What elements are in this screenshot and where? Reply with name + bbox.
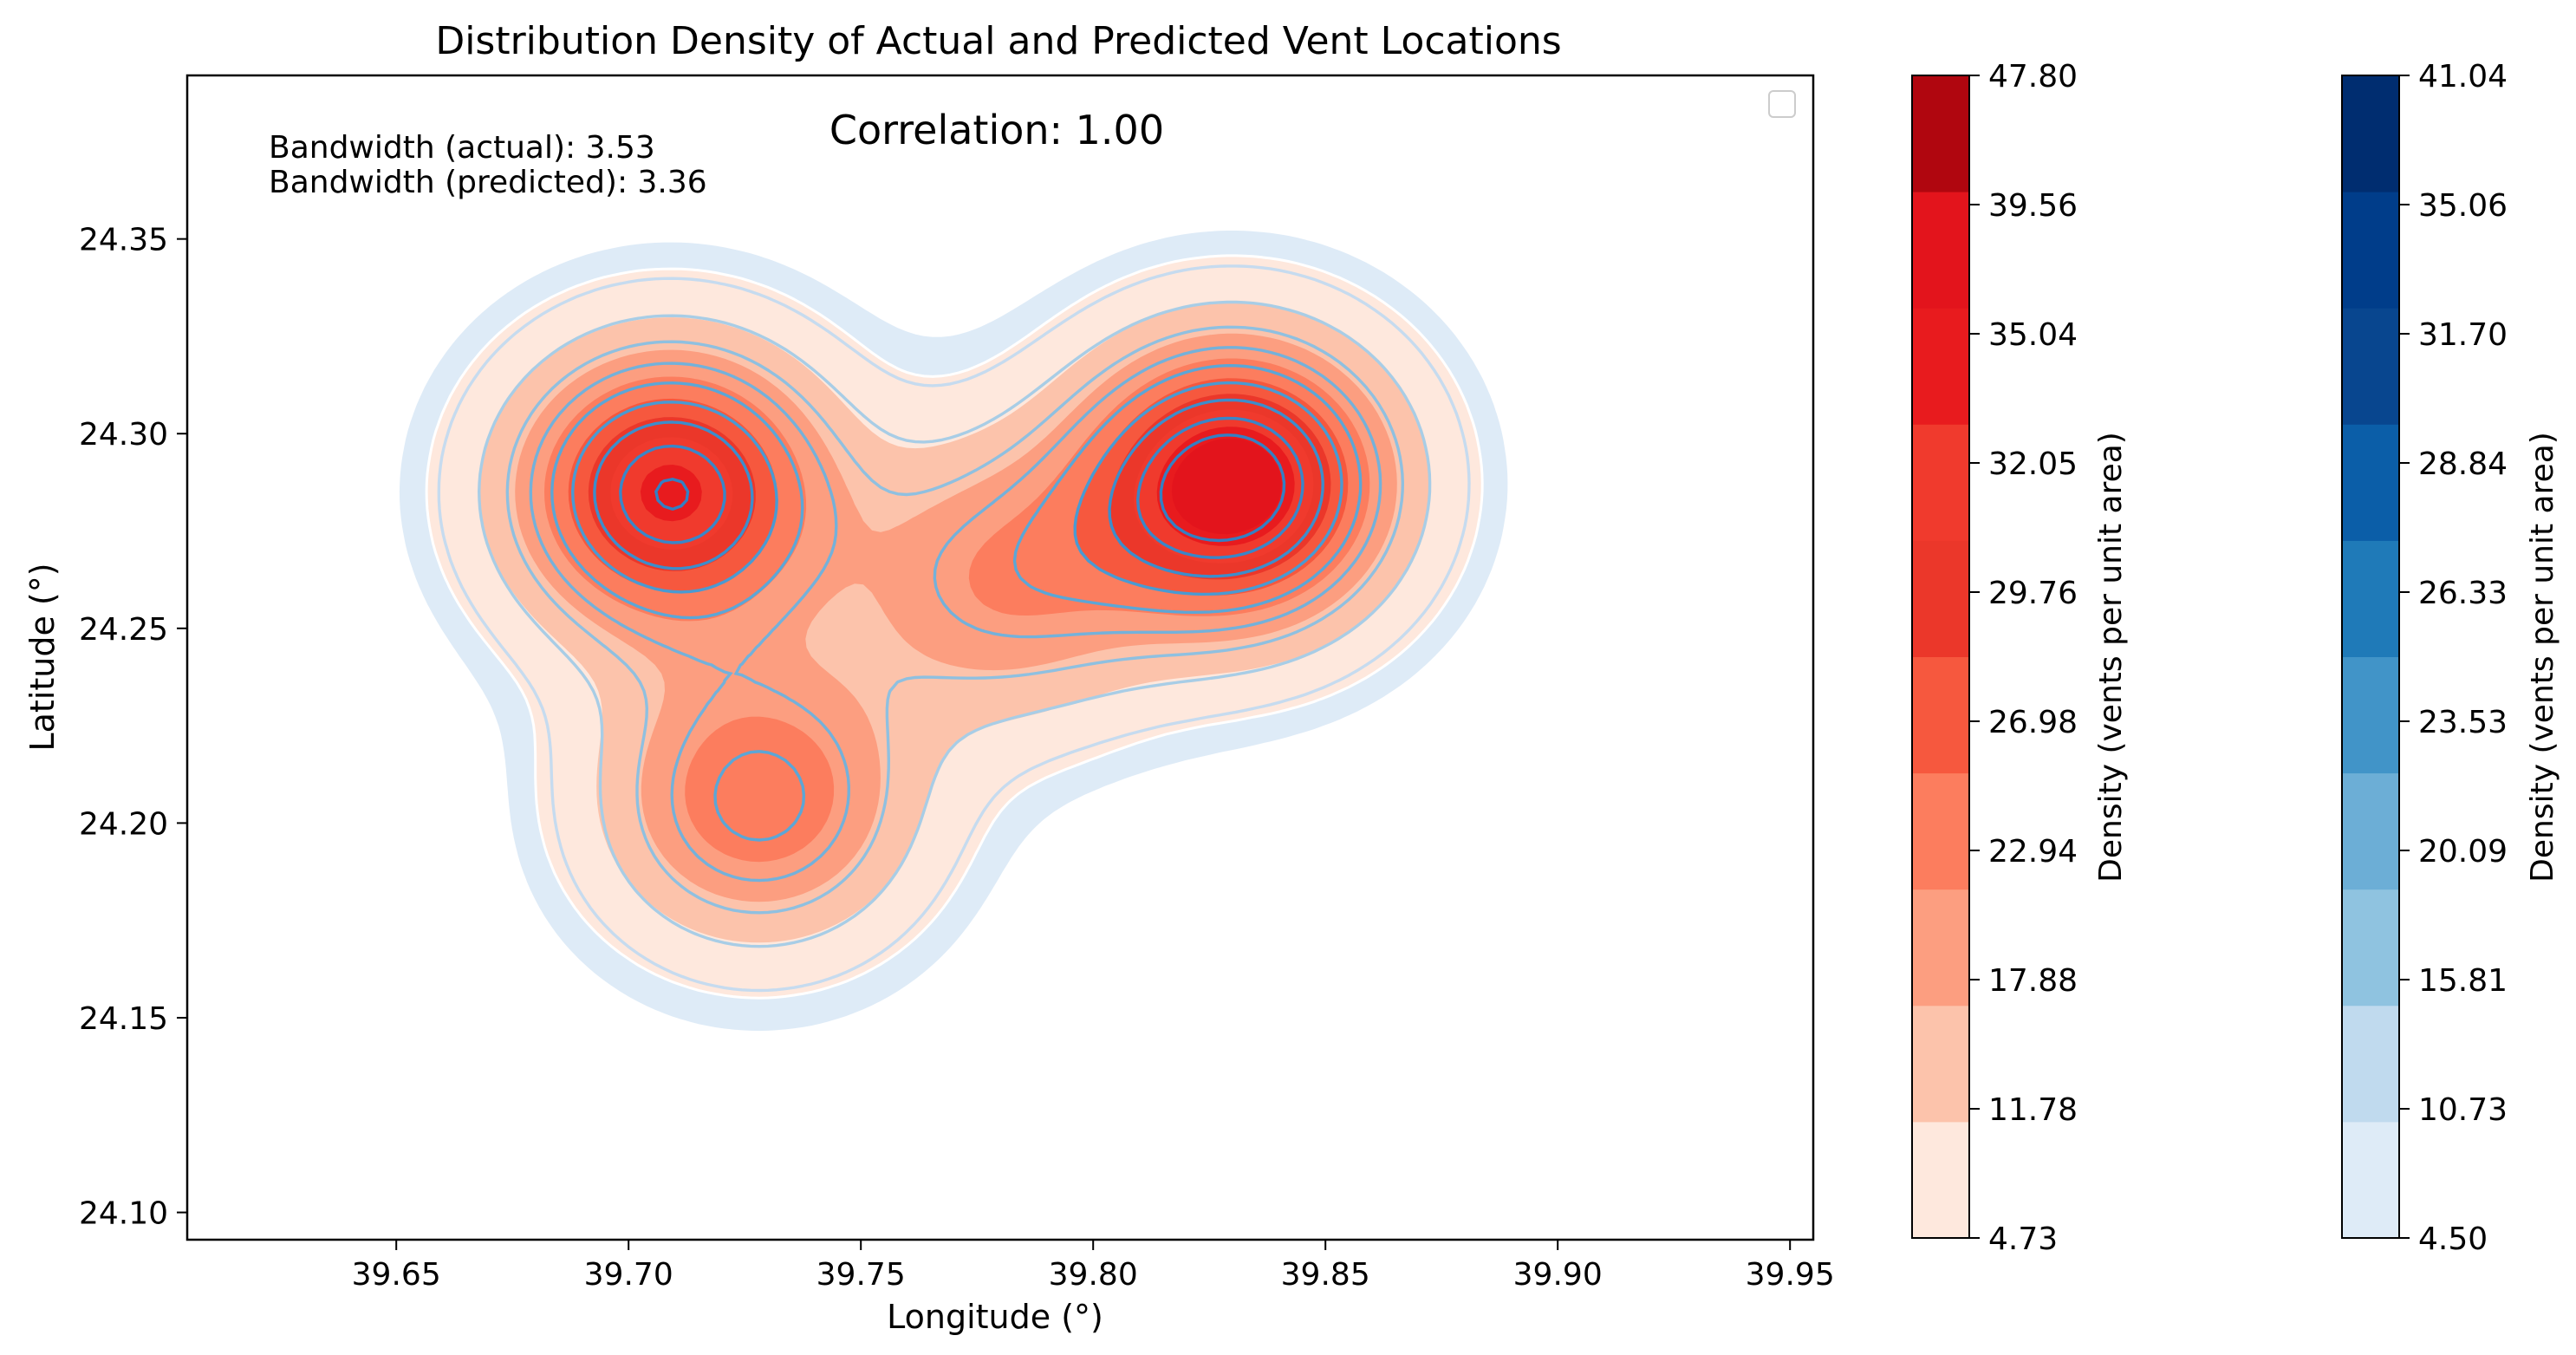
colorbar-swatch <box>1912 1005 1969 1123</box>
predicted-contour-line-3 <box>505 325 1405 915</box>
colorbar-swatch <box>1912 889 1969 1006</box>
colorbar-swatch <box>2342 424 2399 541</box>
colorbar-tick-label: 35.06 <box>2418 188 2508 224</box>
colorbar-predicted-label: Density (vents per unit area) <box>2525 432 2560 883</box>
colorbar-tick-label: 17.88 <box>1988 963 2078 999</box>
colorbar-tick-label: 26.98 <box>1988 705 2078 740</box>
colorbar-swatch <box>1912 424 1969 541</box>
colorbar-predicted: 4.50 10.73 15.81 20.09 23.53 26.33 28.84 31.70 3… <box>2341 59 2508 1257</box>
x-tick-label: 39.65 <box>352 1257 441 1293</box>
colorbar-tick-label: 23.53 <box>2418 705 2508 740</box>
y-axis-ticks: 24.10 24.15 24.20 24.25 24.30 24.35 <box>79 223 187 1232</box>
colorbar-tick-label: 4.73 <box>1988 1221 2058 1257</box>
x-tick-label: 39.95 <box>1746 1257 1835 1293</box>
colorbar-swatch <box>2342 889 2399 1006</box>
chart-title: Distribution Density of Actual and Predi… <box>435 19 1561 63</box>
y-tick-label: 24.15 <box>79 1001 168 1037</box>
predicted-contour-line-7 <box>593 398 1324 578</box>
colorbar-tick-label: 15.81 <box>2418 963 2508 999</box>
predicted-density-contour-lines <box>437 264 1471 993</box>
colorbar-tick-label: 31.70 <box>2418 317 2508 353</box>
colorbar-swatch <box>2342 1005 2399 1123</box>
predicted-contour-line-1 <box>437 264 1471 993</box>
colorbar-swatch <box>2342 540 2399 657</box>
y-tick-label: 24.20 <box>79 806 168 842</box>
colorbar-frame <box>2341 75 2400 1239</box>
colorbar-tick-label: 26.33 <box>2418 576 2508 611</box>
colorbar-swatch <box>1912 656 1969 774</box>
predicted-contour-line-8 <box>619 416 1304 559</box>
plot-frame <box>185 74 1815 1241</box>
colorbar-swatch <box>1912 192 1969 309</box>
colorbar-actual-label: Density (vents per unit area) <box>2093 432 2129 883</box>
predicted-contour-line-5 <box>550 363 1363 842</box>
colorbar-tick-label: 22.94 <box>1988 834 2078 870</box>
colorbar-tick-label: 41.04 <box>2418 59 2508 94</box>
colorbar-tick-label: 20.09 <box>2418 834 2508 870</box>
x-tick-label: 39.90 <box>1513 1257 1603 1293</box>
legend-box <box>1768 90 1796 118</box>
colorbar-tick-label: 11.78 <box>1988 1092 2078 1128</box>
colorbar-actual: 4.73 11.78 17.88 22.94 26.98 29.76 32.05 35.04 3… <box>1911 59 2078 1257</box>
colorbar-tick-label: 29.76 <box>1988 576 2078 611</box>
colorbar-tick-label: 28.84 <box>2418 446 2508 482</box>
correlation-text: Correlation: 1.00 <box>829 107 1164 153</box>
y-axis-label: Latitude (°) <box>23 563 62 751</box>
bandwidth-actual-text: Bandwidth (actual): 3.53 <box>269 130 655 166</box>
predicted-contour-line-4 <box>529 346 1382 883</box>
x-axis-label: Longitude (°) <box>887 1298 1103 1336</box>
colorbar-swatch <box>2342 75 2399 192</box>
y-tick-label: 24.30 <box>79 417 168 453</box>
actual-fill-level-9 <box>1171 438 1282 535</box>
colorbar-swatch <box>2342 772 2399 890</box>
colorbar-tick-label: 47.80 <box>1988 59 2078 94</box>
colorbar-tick-label: 35.04 <box>1988 317 2078 353</box>
bandwidth-predicted-text: Bandwidth (predicted): 3.36 <box>269 165 707 200</box>
x-tick-label: 39.70 <box>584 1257 673 1293</box>
colorbar-swatch <box>1912 540 1969 657</box>
y-tick-label: 24.35 <box>79 223 168 258</box>
predicted-contour-line-2 <box>477 300 1432 948</box>
y-tick-label: 24.10 <box>79 1196 168 1232</box>
colorbar-tick-label: 4.50 <box>2418 1221 2488 1257</box>
y-tick-label: 24.25 <box>79 612 168 648</box>
colorbar-tick-label: 10.73 <box>2418 1092 2508 1128</box>
colorbar-tick-label: 39.56 <box>1988 188 2078 224</box>
colorbar-swatch <box>1912 772 1969 890</box>
x-tick-label: 39.80 <box>1049 1257 1138 1293</box>
colorbar-swatch <box>2342 308 2399 425</box>
x-axis-ticks: 39.65 39.70 39.75 39.80 39.85 39.90 39.95 <box>352 1240 1835 1293</box>
predicted-contour-line-6 <box>570 381 1343 596</box>
colorbar-swatch <box>2342 192 2399 309</box>
colorbar-frame <box>1911 75 1970 1239</box>
colorbar-swatch <box>1912 75 1969 192</box>
colorbar-swatch <box>2342 656 2399 774</box>
predicted-contour-line-9 <box>654 433 1286 543</box>
colorbar-tick-label: 32.05 <box>1988 446 2078 482</box>
x-tick-label: 39.75 <box>816 1257 906 1293</box>
actual-fill-level-6 <box>588 394 1331 580</box>
colorbar-swatch <box>1912 1121 1969 1239</box>
x-tick-label: 39.85 <box>1281 1257 1370 1293</box>
colorbar-swatch <box>1912 308 1969 425</box>
colorbar-swatch <box>2342 1121 2399 1239</box>
